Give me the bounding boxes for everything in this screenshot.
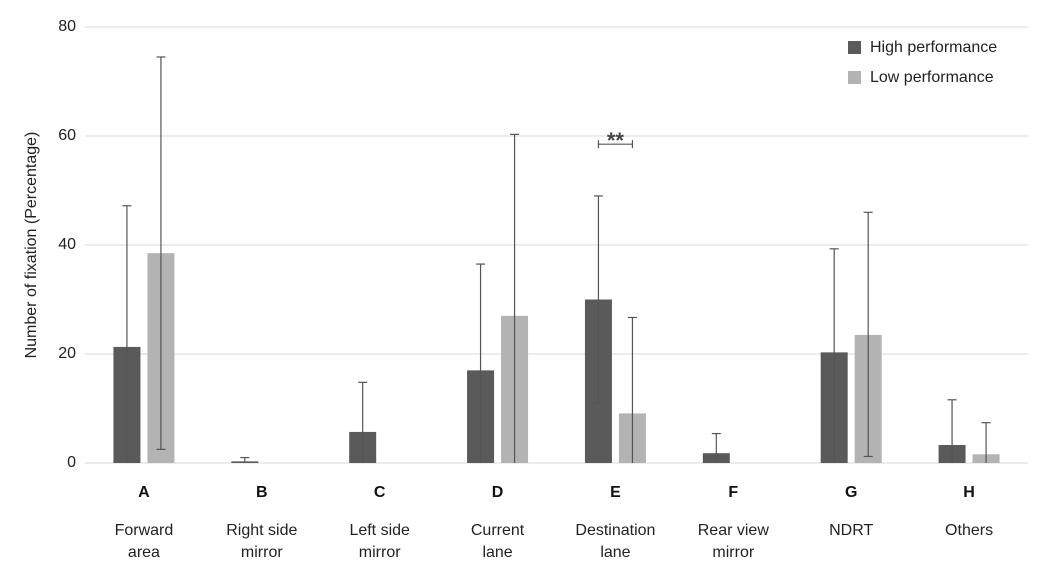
legend-label: Low performance	[870, 69, 994, 86]
x-axis-categories: A Forward area B Right side mirror C Left side m…	[115, 484, 993, 561]
significance-marker: **	[607, 128, 625, 153]
gridlines	[85, 26, 1028, 464]
y-axis-title: Number of fixation (Percentage)	[23, 132, 40, 359]
error-bars	[122, 56, 991, 463]
category-name: mirror	[359, 544, 401, 561]
category-name: lane	[482, 544, 512, 561]
category-letter: H	[963, 484, 975, 501]
category-name: Others	[945, 522, 993, 539]
category-name: Right side	[226, 522, 297, 539]
category-name: Forward	[115, 522, 174, 539]
category-letter: B	[256, 484, 268, 501]
annotations: **	[597, 128, 634, 153]
category-letter: A	[138, 484, 150, 501]
category-letter: F	[728, 484, 738, 501]
bars	[113, 253, 1000, 463]
category-name: area	[128, 544, 160, 561]
category-letter: C	[374, 484, 386, 501]
category-name: Left side	[349, 522, 410, 539]
category-letter: D	[492, 484, 504, 501]
y-tick-label: 20	[58, 345, 76, 362]
category-name: mirror	[712, 544, 754, 561]
legend: High performance Low performance	[848, 39, 997, 86]
y-tick-label: 40	[58, 236, 76, 253]
legend-label: High performance	[870, 39, 997, 56]
y-axis-ticks: 0 20 40 60 80	[58, 18, 76, 471]
category-letter: E	[610, 484, 621, 501]
y-tick-label: 60	[58, 127, 76, 144]
category-letter: G	[845, 484, 857, 501]
category-name: Destination	[575, 522, 655, 539]
y-tick-label: 80	[58, 18, 76, 35]
y-tick-label: 0	[67, 454, 76, 471]
category-name: Rear view	[698, 522, 770, 539]
category-name: mirror	[241, 544, 283, 561]
legend-swatch-low	[848, 71, 861, 84]
category-name: NDRT	[829, 522, 873, 539]
category-name: lane	[600, 544, 630, 561]
legend-swatch-high	[848, 41, 861, 54]
category-name: Current	[471, 522, 525, 539]
